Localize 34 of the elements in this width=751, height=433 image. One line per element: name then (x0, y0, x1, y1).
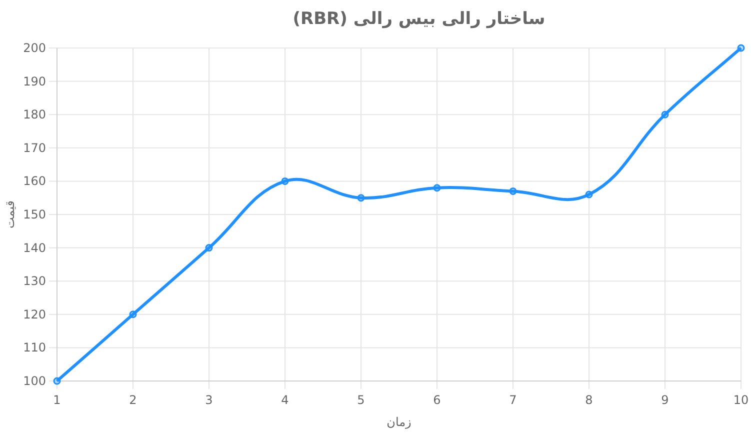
point (205, 244, 213, 252)
x-tick-label: 5 (357, 393, 365, 407)
x-tick-label: 8 (585, 393, 593, 407)
point (737, 44, 745, 52)
y-tick-label: 170 (23, 140, 46, 155)
y-tick-label: 140 (23, 240, 46, 255)
y-tick-label: 190 (23, 74, 46, 88)
y-tick-label: 110 (23, 340, 46, 355)
y-tick-label: 200 (23, 41, 46, 55)
point (53, 377, 61, 385)
y-tick-label: 150 (23, 208, 46, 222)
point (281, 177, 289, 185)
x-tick-label: 4 (281, 393, 289, 407)
x-tick-label: 6 (433, 393, 441, 407)
point (129, 310, 137, 318)
y-tick-label: 180 (23, 108, 46, 122)
y-tick-label: 130 (23, 274, 46, 288)
chart-title: ساختار رالی بیس رالی (RBR) (292, 9, 546, 29)
x-tick-label: 9 (661, 393, 669, 407)
y-tick-label: 100 (23, 374, 46, 388)
x-tick-label: 2 (129, 393, 137, 407)
x-tick-label: 7 (509, 393, 517, 407)
point (433, 184, 441, 192)
point (585, 190, 593, 198)
x-tick-label: 3 (205, 393, 213, 407)
x-tick-label: 10 (733, 393, 749, 407)
y-tick-label: 160 (23, 174, 46, 188)
point (509, 187, 517, 195)
x-axis-title: زمان (386, 415, 412, 429)
point (661, 110, 669, 118)
point (357, 194, 365, 202)
y-axis-title: قیمت (3, 200, 17, 229)
y-tick-label: 120 (23, 307, 46, 322)
x-tick-label: 1 (53, 393, 61, 407)
